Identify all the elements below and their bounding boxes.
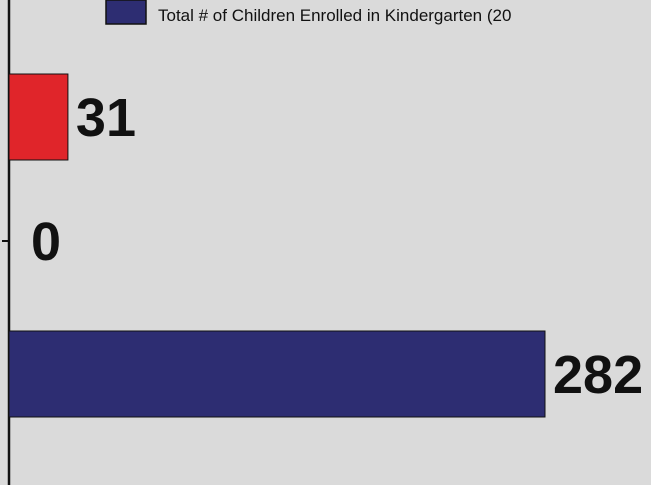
bar-value-label-2: 282: [553, 345, 643, 405]
data-labels-layer: 31 0 282: [31, 88, 643, 405]
bar-0: [8, 73, 69, 161]
bars-layer: [8, 73, 546, 418]
bar-2: [8, 330, 546, 418]
legend: Total # of Children Enrolled in Kinderga…: [105, 0, 511, 25]
bar-value-label-0: 31: [76, 88, 136, 148]
bar-value-label-1: 0: [31, 212, 61, 272]
legend-swatch: [105, 0, 147, 25]
legend-label: Total # of Children Enrolled in Kinderga…: [158, 6, 511, 25]
